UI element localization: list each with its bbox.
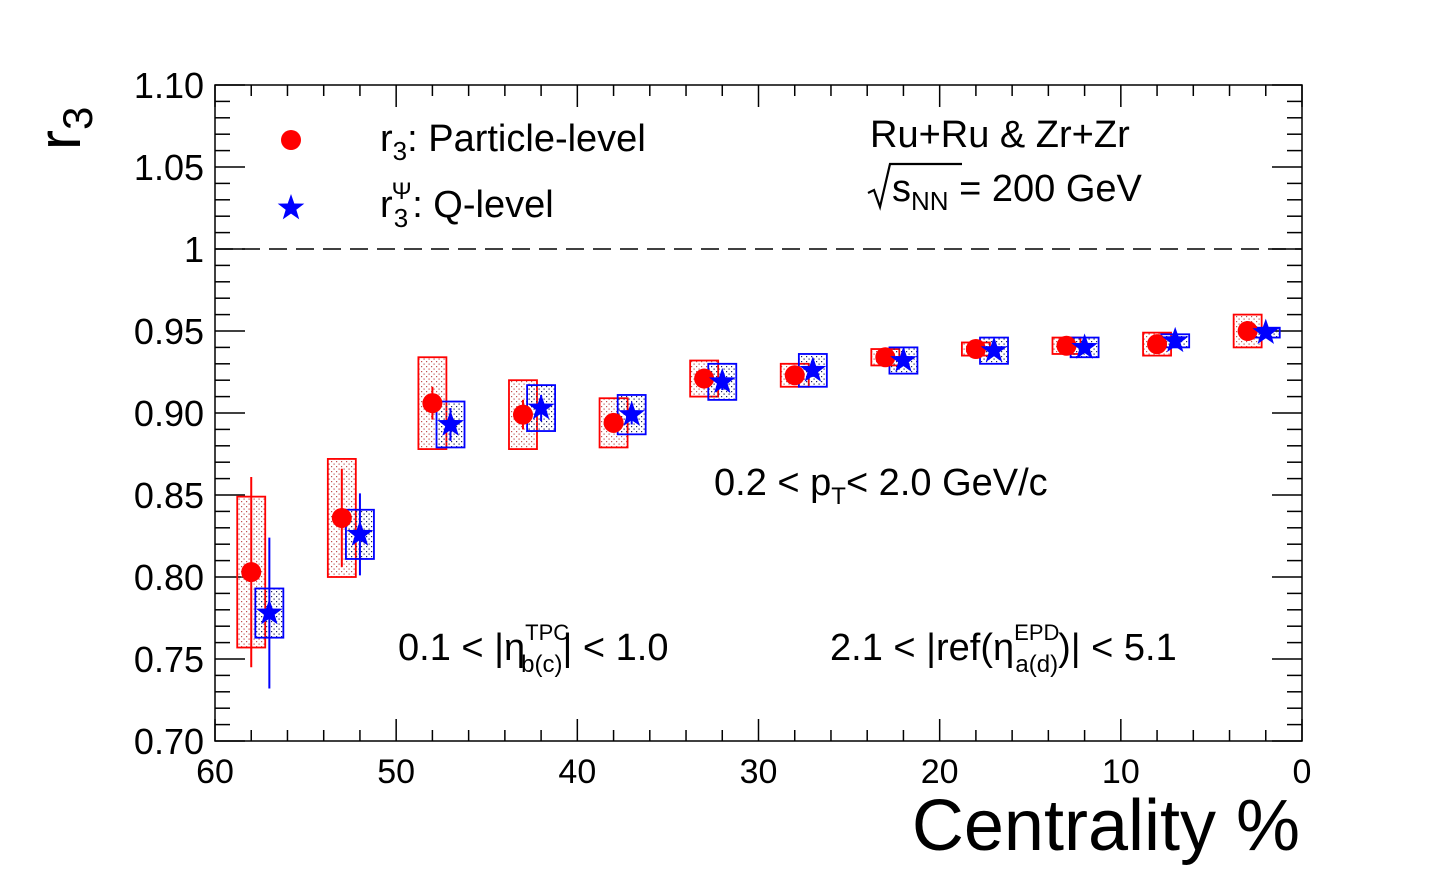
q-level-point [980,336,1008,363]
q-level-point [1161,326,1189,353]
particle-level-point [694,368,715,389]
particle-level-point [1147,334,1168,355]
ref-epd-label: 2.1 < |ref(ηEPD a(d))| < 5.1 [830,620,1177,678]
x-tick-label: 60 [196,753,234,791]
y-tick-label: 1 [184,229,204,270]
x-tick-label: 50 [377,753,415,791]
legend: r3: Particle-level rΨ 3: Q-level [277,118,646,233]
q-level-point [437,410,464,436]
x-tick-label: 40 [558,753,596,791]
y-tick-label: 0.75 [134,639,204,680]
particle-level-point [241,562,262,583]
particle-level-point [331,507,352,528]
legend-particle-label: r3: Particle-level [380,118,646,166]
y-tick-label: 0.80 [134,557,204,598]
y-tick-label: 1.10 [134,65,204,106]
y-tick-label: 0.85 [134,475,204,516]
q-level-point [1252,318,1280,344]
legend-star-marker [277,194,305,220]
x-tick-label: 30 [740,753,778,791]
x-axis-label: Centrality % [912,786,1300,866]
q-level-point [890,346,917,372]
system-label: Ru+Ru & Zr+Zr [870,114,1130,156]
q-level-point [1071,333,1098,359]
q-level-point [527,394,555,420]
energy-label: sNN = 200 GeV [867,162,1143,216]
particle-level-point [875,347,896,368]
axis-ticks: 60 50 40 30 20 10 0 0.70 0.75 0.80 0.85 0.90 0.95 1 1.… [134,65,1312,791]
q-level-point [256,599,283,625]
data-markers [241,318,1280,625]
eta-tpc-label: 0.1 < |ηTPC b(c)| < 1.0 [398,620,669,678]
x-tick-label: 20 [921,753,959,791]
y-tick-label: 0.95 [134,311,204,352]
pt-range-label: 0.2 < pT< 2.0 GeV/c [714,462,1048,510]
particle-level-point [784,365,805,386]
y-axis-label: r3 [26,107,101,150]
particle-level-point [1056,335,1077,356]
particle-level-point [965,339,986,360]
y-tick-label: 0.90 [134,393,204,434]
x-tick-label: 10 [1102,753,1140,791]
q-level-point [618,400,645,426]
legend-q-label: rΨ 3: Q-level [380,178,554,233]
particle-level-point [1237,321,1258,341]
energy-text: sNN = 200 GeV [892,168,1143,216]
x-tick-label: 0 [1293,753,1312,791]
particle-level-point [512,404,533,425]
q-level-point [799,356,827,382]
particle-level-point [422,393,443,414]
legend-circle-marker [281,130,301,150]
q-level-point [708,367,736,394]
y-tick-label: 1.05 [134,147,204,188]
y-tick-label: 0.70 [134,721,204,762]
sqrt-symbol [867,162,962,211]
particle-level-point [603,412,624,433]
q-level-point [346,520,374,546]
